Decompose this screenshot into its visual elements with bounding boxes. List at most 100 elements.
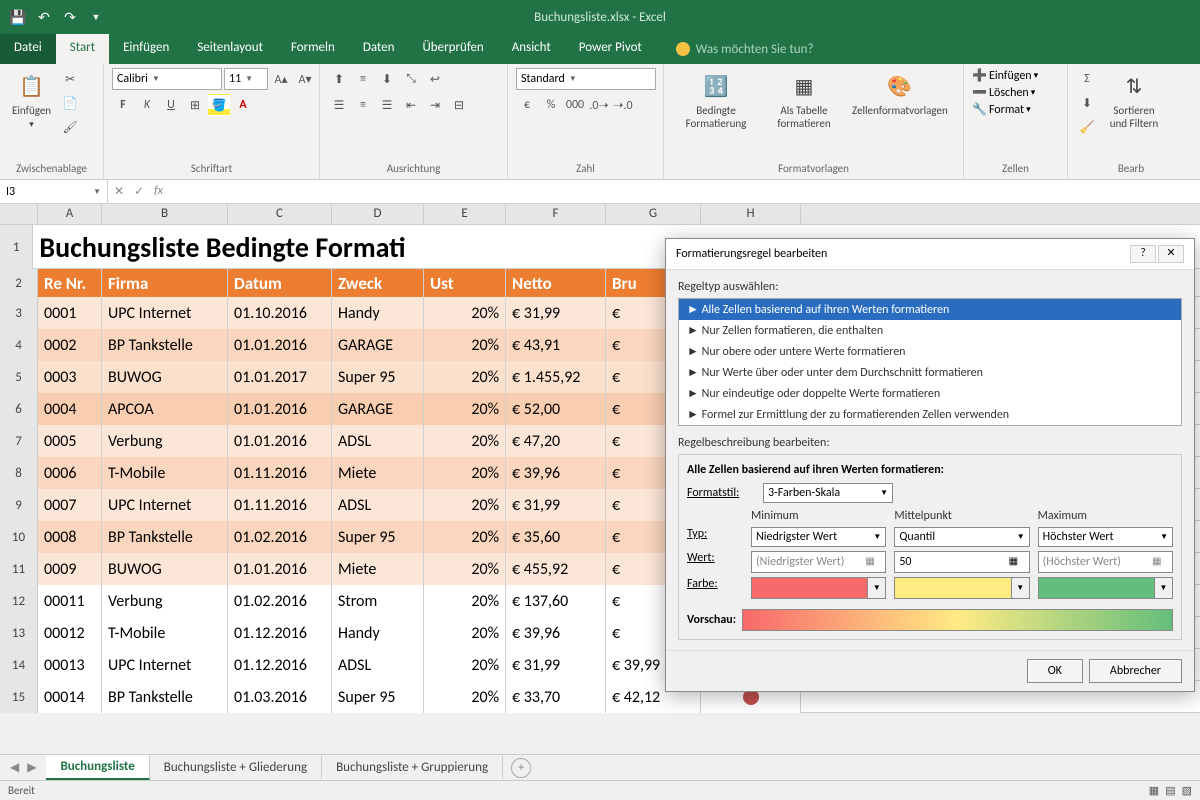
align-center-icon[interactable]: ≡ (352, 94, 374, 116)
cell[interactable]: 20% (424, 393, 506, 425)
conditional-format-button[interactable]: 🔢Bedingte Formatierung (672, 68, 760, 132)
border-icon[interactable]: ⊞ (184, 94, 206, 116)
tab-powerpivot[interactable]: Power Pivot (565, 34, 656, 64)
orientation-icon[interactable]: ⤡ (400, 68, 422, 90)
rule-option-0[interactable]: ► Alle Zellen basierend auf ihren Werten… (679, 299, 1181, 320)
cell[interactable]: 0003 (38, 361, 102, 393)
underline-button[interactable]: U (160, 94, 182, 116)
cell[interactable]: € 137,60 (506, 585, 606, 617)
cell[interactable]: € 47,20 (506, 425, 606, 457)
wrap-text-icon[interactable]: ↩ (424, 68, 446, 90)
type-max-combo[interactable]: Höchster Wert▼ (1038, 527, 1173, 547)
cell[interactable]: Super 95 (332, 521, 424, 553)
col-header-H[interactable]: H (701, 204, 801, 224)
qat-dropdown-icon[interactable]: ▼ (86, 7, 106, 27)
rule-option-1[interactable]: ► Nur Zellen formatieren, die enthalten (679, 320, 1181, 341)
cell[interactable]: € 43,91 (506, 329, 606, 361)
row-header-4[interactable]: 4 (0, 329, 38, 361)
format-style-combo[interactable]: 3-Farben-Skala▼ (763, 483, 893, 503)
cell[interactable]: T-Mobile (102, 617, 228, 649)
cell[interactable]: UPC Internet (102, 649, 228, 681)
cell[interactable]: 0008 (38, 521, 102, 553)
cell[interactable]: 20% (424, 617, 506, 649)
col-header-F[interactable]: F (506, 204, 606, 224)
cell[interactable]: Verbung (102, 425, 228, 457)
shrink-font-icon[interactable]: A▾ (294, 68, 316, 90)
cell[interactable]: UPC Internet (102, 297, 228, 329)
row-header-13[interactable]: 13 (0, 617, 38, 649)
close-button[interactable]: ✕ (1158, 245, 1184, 263)
cell[interactable]: 01.01.2016 (228, 425, 332, 457)
select-all-corner[interactable] (0, 204, 38, 224)
undo-icon[interactable]: ↶ (34, 7, 54, 27)
cell[interactable]: 01.02.2016 (228, 521, 332, 553)
name-box[interactable]: I3▼ (0, 180, 108, 203)
cell[interactable]: 0004 (38, 393, 102, 425)
cell[interactable]: 0005 (38, 425, 102, 457)
cell[interactable]: 20% (424, 329, 506, 361)
rule-type-list[interactable]: ► Alle Zellen basierend auf ihren Werten… (678, 298, 1182, 426)
cell[interactable]: 01.01.2016 (228, 393, 332, 425)
sheet-tab-3[interactable]: Buchungsliste + Gruppierung (322, 756, 503, 779)
percent-icon[interactable]: % (540, 94, 562, 116)
indent-inc-icon[interactable]: ⇥ (424, 94, 446, 116)
type-min-combo[interactable]: Niedrigster Wert▼ (751, 527, 886, 547)
cell[interactable]: 01.01.2017 (228, 361, 332, 393)
tab-formulas[interactable]: Formeln (277, 34, 349, 64)
cell[interactable]: 01.01.2016 (228, 329, 332, 361)
cut-icon[interactable]: ✂ (59, 68, 81, 90)
col-header-C[interactable]: C (228, 204, 332, 224)
cell[interactable]: 01.11.2016 (228, 489, 332, 521)
cell[interactable]: Firma (102, 269, 228, 297)
cell[interactable]: Miete (332, 457, 424, 489)
tab-start[interactable]: Start (56, 34, 109, 64)
cell[interactable]: € 1.455,92 (506, 361, 606, 393)
sheet-tab-2[interactable]: Buchungsliste + Gliederung (150, 756, 322, 779)
color-min-combo[interactable]: ▼ (751, 577, 886, 599)
cell[interactable]: € 455,92 (506, 553, 606, 585)
tab-nav-prev-icon[interactable]: ◀ (10, 760, 19, 775)
cell[interactable]: UPC Internet (102, 489, 228, 521)
cell[interactable]: GARAGE (332, 329, 424, 361)
row-header-11[interactable]: 11 (0, 553, 38, 585)
bold-button[interactable]: F (112, 94, 134, 116)
thousands-icon[interactable]: 000 (564, 94, 586, 116)
row-header-12[interactable]: 12 (0, 585, 38, 617)
sort-filter-button[interactable]: ⇅Sortieren und Filtern (1102, 68, 1166, 132)
align-left-icon[interactable]: ☰ (328, 94, 350, 116)
cancel-button[interactable]: Abbrecher (1089, 659, 1182, 683)
align-top-icon[interactable]: ⬆ (328, 68, 350, 90)
range-picker-icon[interactable]: ▦ (1152, 554, 1168, 570)
autosum-icon[interactable]: Σ (1076, 68, 1098, 90)
cell[interactable]: Zweck (332, 269, 424, 297)
cell[interactable]: € 33,70 (506, 681, 606, 713)
help-button[interactable]: ? (1130, 245, 1156, 263)
cell[interactable]: 20% (424, 489, 506, 521)
cancel-formula-icon[interactable]: ✕ (114, 184, 124, 199)
font-size-combo[interactable]: 11▼ (224, 68, 268, 90)
cell[interactable]: GARAGE (332, 393, 424, 425)
row-header-5[interactable]: 5 (0, 361, 38, 393)
cell[interactable]: 00014 (38, 681, 102, 713)
cell[interactable]: 0006 (38, 457, 102, 489)
paste-button[interactable]: 📋Einfügen▾ (8, 68, 55, 132)
col-header-A[interactable]: A (38, 204, 102, 224)
cell[interactable]: € 39,96 (506, 457, 606, 489)
cell[interactable]: T-Mobile (102, 457, 228, 489)
cell[interactable]: € 39,96 (506, 617, 606, 649)
cell[interactable]: 00011 (38, 585, 102, 617)
dec-decimal-icon[interactable]: ➝.0 (612, 94, 634, 116)
cell[interactable]: 00013 (38, 649, 102, 681)
cell[interactable]: 20% (424, 521, 506, 553)
fx-icon[interactable]: fx (154, 184, 163, 199)
cell[interactable]: BUWOG (102, 361, 228, 393)
format-painter-icon[interactable]: 🖌 (59, 116, 81, 138)
cell[interactable]: Handy (332, 617, 424, 649)
font-name-combo[interactable]: Calibri▼ (112, 68, 222, 90)
row-header-10[interactable]: 10 (0, 521, 38, 553)
rule-option-4[interactable]: ► Nur eindeutige oder doppelte Werte for… (679, 383, 1181, 404)
tab-insert[interactable]: Einfügen (109, 34, 183, 64)
cell[interactable]: 20% (424, 553, 506, 585)
sheet-tab-1[interactable]: Buchungsliste (46, 755, 149, 780)
col-header-E[interactable]: E (424, 204, 506, 224)
